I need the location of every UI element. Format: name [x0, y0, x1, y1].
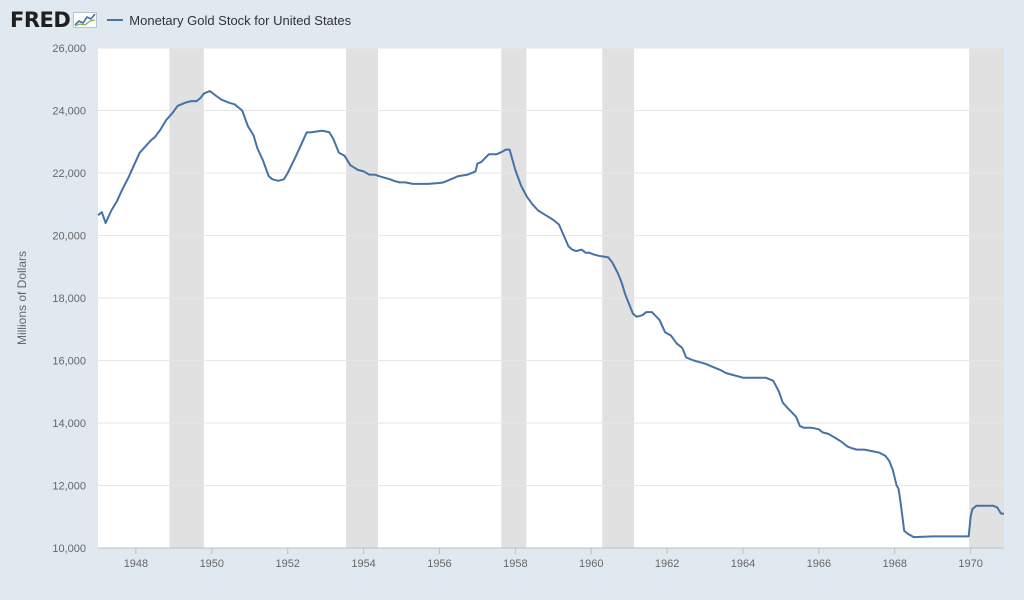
y-tick-label: 20,000: [52, 231, 86, 243]
x-tick-label: 1968: [882, 558, 906, 570]
x-tick-label: 1954: [351, 558, 375, 570]
y-tick-label: 14,000: [52, 418, 86, 430]
legend-swatch: [107, 19, 124, 21]
fred-logo[interactable]: FRED: [10, 8, 98, 32]
y-tick-label: 10,000: [52, 543, 86, 555]
x-tick-label: 1970: [958, 558, 982, 570]
series-line[interactable]: [97, 90, 1004, 539]
fred-logo-text: FRED: [10, 8, 71, 32]
x-tick-label: 1960: [579, 558, 603, 570]
x-axis: 1948 1950 1952 1954 1956 1958 1960 1962 1964 1966…: [98, 547, 1004, 570]
trend-graph-icon: [73, 12, 98, 28]
chart-legend[interactable]: Monetary Gold Stock for United States: [107, 13, 351, 28]
x-tick-label: 1956: [427, 558, 451, 570]
y-tick-label: 18,000: [52, 293, 86, 305]
x-tick-label: 1962: [655, 558, 679, 570]
x-tick-label: 1950: [200, 558, 224, 570]
y-tick-label: 26,000: [52, 43, 86, 55]
x-tick-label: 1958: [503, 558, 527, 570]
legend-label: Monetary Gold Stock for United States: [129, 12, 352, 28]
series-layer: [97, 90, 1004, 539]
x-tick-label: 1952: [275, 558, 299, 570]
y-tick-label: 12,000: [52, 481, 86, 493]
y-tick-label: 22,000: [52, 168, 86, 180]
y-axis-title: Millions of Dollars: [15, 251, 29, 345]
chart-header: FRED Monetary Gold Stock for United Stat…: [10, 6, 351, 34]
y-tick-label: 24,000: [52, 106, 86, 118]
y-tick-label: 16,000: [52, 356, 86, 368]
y-axis: 10,000 12,000 14,000 16,000 18,000 20,000 22,0…: [52, 43, 86, 555]
x-tick-label: 1948: [124, 558, 148, 570]
x-tick-label: 1966: [807, 558, 831, 570]
x-tick-label: 1964: [731, 558, 755, 570]
